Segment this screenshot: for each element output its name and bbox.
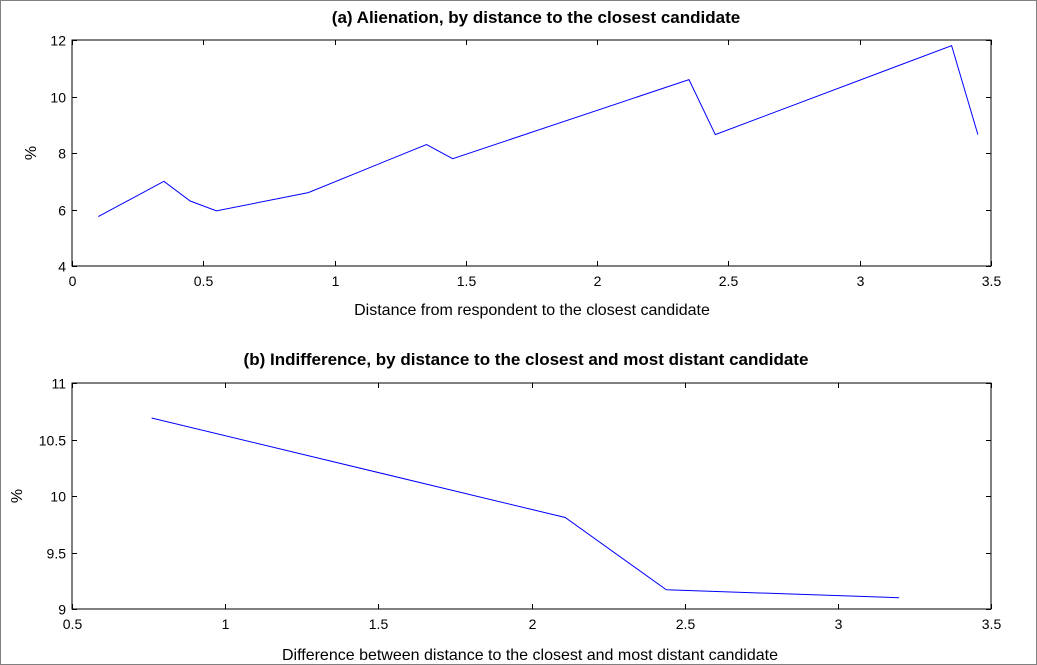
panel-b-ytick-label: 11 (51, 376, 66, 392)
panel-a-xlabel: Distance from respondent to the closest … (354, 302, 710, 319)
panel-a-ticks: 0 0.5 1 1.5 2 2.5 3 3.5 4 6 8 10 12 (50, 33, 1001, 290)
panel-a-axes (71, 39, 992, 267)
panel-a-ytick-label: 10 (50, 90, 66, 106)
panel-a-ytick-label: 8 (58, 146, 66, 162)
panel-a-xtick-label: 0 (69, 273, 77, 289)
panel-a-xtick-label: 3 (857, 273, 865, 289)
panel-b-ticks: 0.5 1 1.5 2 2.5 3 3.5 9 9.5 10 10.5 11 (39, 376, 1002, 633)
panel-a-series-line (98, 44, 979, 218)
panel-b-xtick-label: 0.5 (63, 616, 83, 632)
panel-a-ytick-label: 4 (58, 259, 66, 275)
panel-b-xtick-label: 2.5 (676, 616, 696, 632)
panel-a-title: (a) Alienation, by distance to the close… (332, 8, 740, 27)
panel-b-xlabel: Difference between distance to the close… (282, 647, 778, 664)
panel-b-xtick-label: 3 (835, 616, 843, 632)
panel-a-xtick-label: 1.5 (457, 273, 477, 289)
panel-b: (b) Indifference, by distance to the clo… (9, 350, 1001, 664)
panel-a-ytick-label: 12 (50, 33, 66, 49)
panel-b-ytick-label: 9.5 (47, 546, 67, 562)
panel-a: (a) Alienation, by distance to the close… (23, 8, 1001, 319)
panel-a-xtick-label: 2.5 (719, 273, 739, 289)
panel-b-xtick-label: 3.5 (982, 616, 1002, 632)
panel-b-series-line (151, 417, 900, 599)
panel-b-title: (b) Indifference, by distance to the clo… (244, 350, 809, 369)
panel-b-ytick-label: 9 (58, 602, 66, 618)
panel-a-xtick-label: 2 (594, 273, 602, 289)
panel-a-xtick-label: 3.5 (982, 273, 1002, 289)
panel-a-ylabel: % (23, 146, 40, 160)
panel-b-xtick-label: 1.5 (369, 616, 389, 632)
panel-a-ytick-label: 6 (58, 203, 66, 219)
panel-b-xtick-label: 1 (222, 616, 230, 632)
panel-a-xtick-label: 0.5 (194, 273, 214, 289)
panel-b-axes (71, 382, 992, 610)
panel-b-ytick-label: 10.5 (39, 433, 66, 449)
panel-b-ylabel: % (9, 489, 26, 503)
panel-b-xtick-label: 2 (529, 616, 537, 632)
panel-a-xtick-label: 1 (332, 273, 340, 289)
panel-b-ytick-label: 10 (50, 489, 66, 505)
